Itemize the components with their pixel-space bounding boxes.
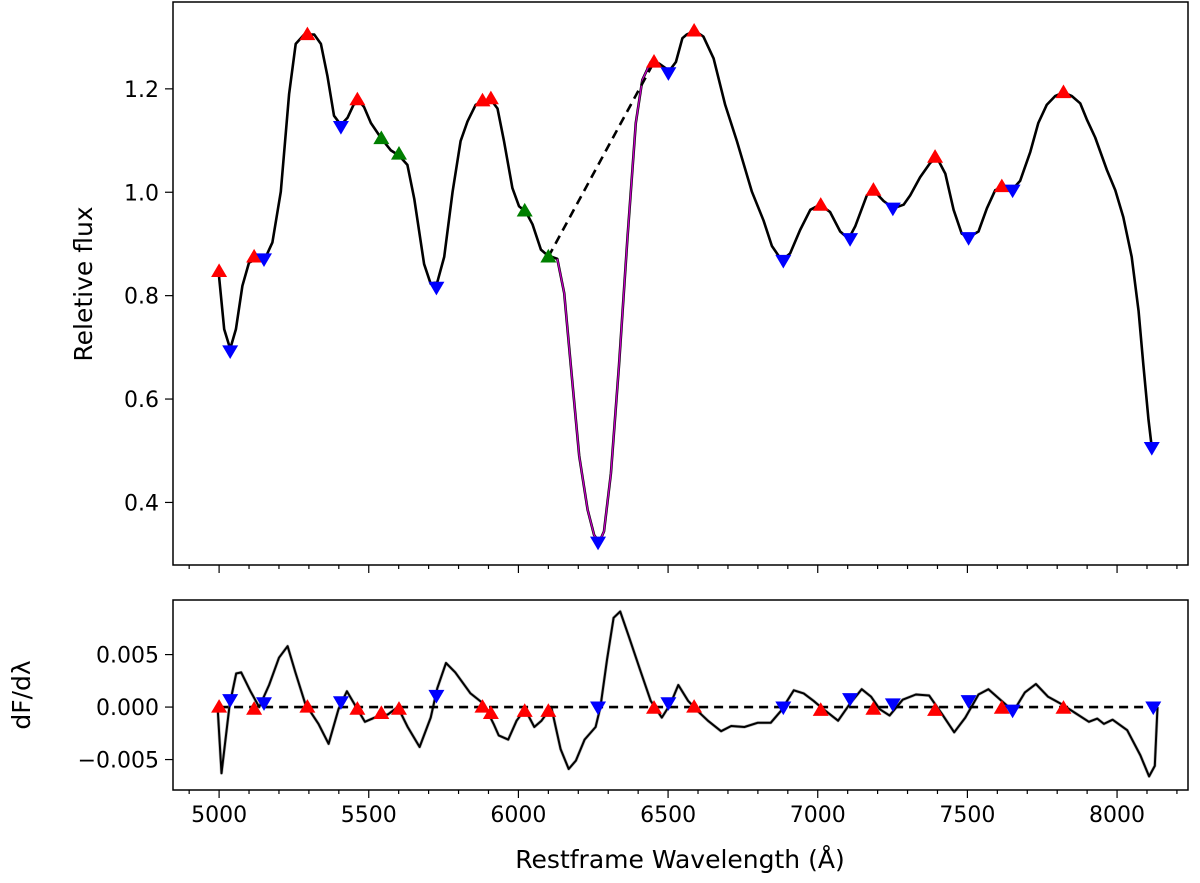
derivative-maximum-marker	[993, 700, 1010, 714]
x-tick-label: 5500	[341, 803, 397, 828]
derivative-maximum-marker	[349, 701, 366, 715]
y-tick-label: 1.2	[124, 78, 159, 103]
top-y-axis-label: Reletive flux	[69, 206, 98, 361]
derivative-maximum-marker	[516, 703, 533, 717]
derivative-maximum-marker	[1055, 700, 1072, 714]
derivative-maximum-marker	[373, 705, 390, 719]
derivative-minimum-marker	[842, 693, 859, 707]
y-tick-label: 0.8	[124, 285, 159, 310]
spectrum-line	[217, 29, 1154, 544]
derivative-minimum-marker	[332, 696, 349, 710]
maximum-marker	[865, 182, 882, 196]
derivative-minimum-marker	[1004, 704, 1021, 719]
maximum-marker	[482, 90, 499, 105]
x-axis-label: Restframe Wavelength (Å)	[515, 845, 844, 874]
derivative-maximum-marker	[299, 699, 316, 713]
derivative-line	[216, 610, 1159, 778]
plot-frame	[172, 1, 1189, 566]
maximum-marker	[299, 26, 316, 41]
y-tick-label: 0.4	[124, 491, 159, 516]
derivative-minimum-marker	[222, 694, 239, 708]
minimum-marker	[590, 536, 607, 551]
derivative-maximum-marker	[474, 699, 491, 713]
derivative-minimum-marker	[428, 689, 445, 704]
derivative-maximum-marker	[540, 703, 557, 717]
x-tick-label: 7000	[790, 803, 846, 828]
y-tick-label: 0.005	[96, 644, 159, 669]
derivative-panel: 5000 5500 6000 6500 7000 7500 8000 −0.005 0.000 0…	[78, 599, 1189, 828]
x-tick-label: 7500	[939, 803, 995, 828]
derivative-maximum-marker	[646, 700, 663, 714]
y-tick-label: −0.005	[78, 749, 159, 774]
feature-fit-line	[556, 61, 652, 544]
continuum-point-marker	[516, 202, 533, 217]
derivative-minimum-marker	[255, 697, 272, 711]
minimum-marker	[842, 233, 859, 247]
minimum-marker	[660, 67, 677, 81]
derivative-maximum-marker	[482, 705, 499, 719]
derivative-maximum-marker	[865, 701, 882, 715]
maximum-marker	[686, 22, 703, 37]
flux-panel: 0.4 0.6 0.8 1.0 1.2	[124, 1, 1189, 573]
x-tick-label: 5000	[191, 803, 247, 828]
derivative-minimum-marker	[884, 698, 901, 712]
maximum-marker	[349, 91, 366, 106]
minimum-marker	[222, 345, 239, 359]
minimum-marker	[1004, 184, 1021, 199]
bottom-y-axis-label: dF/dλ	[7, 660, 36, 730]
y-tick-label: 0.000	[96, 696, 159, 721]
minimum-marker	[1143, 442, 1160, 456]
derivative-maximum-marker	[246, 701, 263, 715]
derivative-uncertainty-band	[216, 609, 1160, 779]
y-tick-label: 0.6	[124, 388, 159, 413]
minimum-marker	[332, 120, 349, 135]
maximum-marker	[646, 53, 663, 68]
maximum-marker	[812, 197, 829, 211]
derivative-maximum-marker	[812, 702, 829, 716]
maximum-marker	[211, 263, 228, 277]
derivative-maximum-marker	[686, 699, 703, 713]
minimum-marker	[428, 281, 445, 296]
derivative-minimum-marker	[1145, 701, 1162, 716]
derivative-maximum-marker	[390, 701, 407, 715]
derivative-maximum-marker	[211, 699, 228, 713]
maximum-marker	[993, 178, 1010, 193]
x-tick-label: 8000	[1089, 803, 1145, 828]
minimum-marker	[775, 254, 792, 269]
minimum-marker	[884, 202, 901, 217]
derivative-minimum-marker	[590, 701, 607, 716]
continuum-point-marker	[373, 130, 390, 145]
minimum-marker	[255, 253, 272, 267]
continuum-point-marker	[540, 248, 557, 263]
derivative-maximum-marker	[927, 702, 944, 716]
derivative-minimum-marker	[660, 697, 677, 711]
minimum-marker	[960, 232, 977, 246]
plot-frame	[172, 599, 1189, 791]
continuum-point-marker	[390, 145, 407, 160]
derivative-minimum-marker	[775, 701, 792, 716]
y-tick-label: 1.0	[124, 181, 159, 206]
pseudo-continuum-dashed-line	[547, 61, 656, 258]
maximum-marker	[1055, 84, 1072, 99]
x-tick-label: 6000	[490, 803, 546, 828]
x-tick-label: 6500	[640, 803, 696, 828]
maximum-marker	[246, 248, 263, 263]
maximum-marker	[927, 149, 944, 163]
derivative-minimum-marker	[960, 695, 977, 709]
